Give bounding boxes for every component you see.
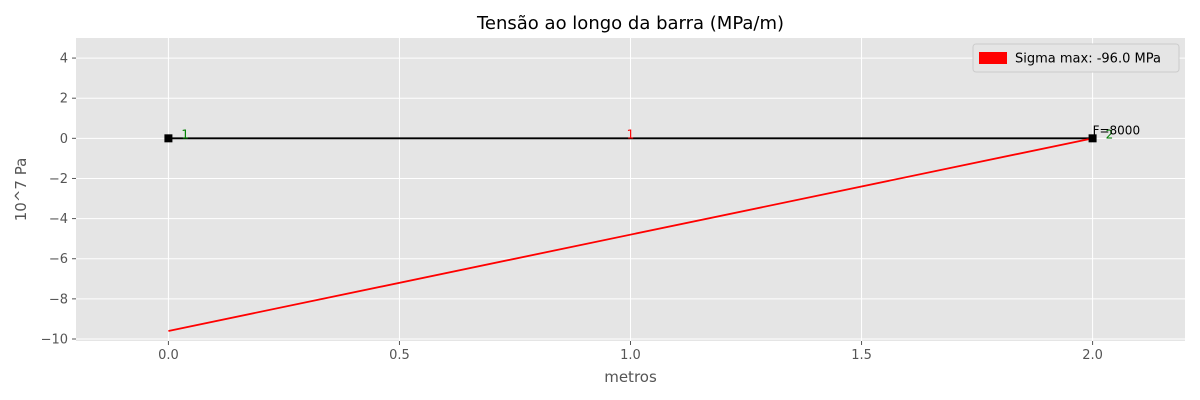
y-tick-label: 2 xyxy=(60,92,68,107)
y-tick-label: 0 xyxy=(60,132,68,147)
x-tick-label: 0.5 xyxy=(389,348,410,363)
x-tick-label: 2.0 xyxy=(1082,348,1103,363)
y-tick-label: −2 xyxy=(49,172,68,187)
node-label: 1 xyxy=(181,127,189,141)
legend-box xyxy=(972,43,1180,73)
node-marker xyxy=(1088,134,1097,143)
series-layer xyxy=(168,137,1093,332)
y-axis-ticks: −10 −8 −6 −4 −2 0 2 4 xyxy=(41,52,76,347)
y-tick-label: −10 xyxy=(41,332,68,347)
y-tick-label: −4 xyxy=(49,212,68,227)
legend: Sigma max: -96.0 MPa xyxy=(972,43,1180,73)
y-tick-label: 4 xyxy=(60,52,68,67)
legend-swatch xyxy=(979,52,1007,64)
marks-layer: 1 2 1 F=8000 xyxy=(164,123,1141,143)
force-annotation: F=8000 xyxy=(1093,123,1141,137)
x-tick-label: 0.0 xyxy=(158,348,179,363)
legend-label: Sigma max: -96.0 MPa xyxy=(1015,52,1161,67)
series-line-stress xyxy=(168,137,1093,332)
x-tick-label: 1.5 xyxy=(851,348,872,363)
y-tick-label: −8 xyxy=(49,292,68,307)
chart-title: Tensão ao longo da barra (MPa/m) xyxy=(476,13,784,34)
element-label: 1 xyxy=(627,127,635,141)
x-axis-label: metros xyxy=(604,368,657,386)
y-axis-label: 10^7 Pa xyxy=(12,158,30,222)
x-axis-ticks: 0.0 0.5 1.0 1.5 2.0 xyxy=(158,341,1103,363)
node-marker xyxy=(164,134,173,143)
x-tick-label: 1.0 xyxy=(620,348,641,363)
y-tick-label: −6 xyxy=(49,252,68,267)
node-label: 2 xyxy=(1106,127,1114,141)
